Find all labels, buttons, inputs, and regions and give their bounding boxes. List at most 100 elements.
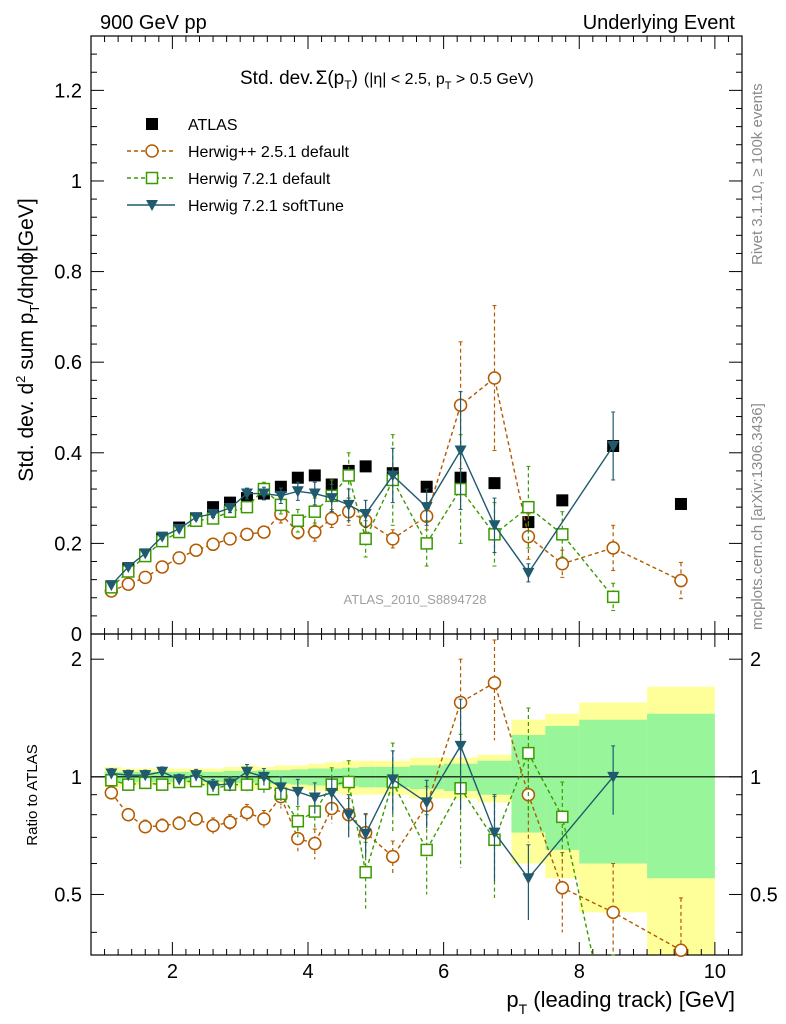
data-point-main — [207, 508, 220, 520]
ratio-stat-band — [647, 713, 715, 879]
data-point-main — [138, 570, 152, 585]
x-tick-label: 8 — [574, 961, 585, 983]
data-point-main — [359, 532, 372, 546]
data-point-ratio — [325, 787, 338, 799]
data-point-ratio — [189, 812, 203, 826]
data-point-main — [454, 445, 467, 457]
data-point-main — [522, 567, 535, 579]
y-tick-label-ratio: 1 — [71, 767, 82, 789]
data-point-main — [207, 501, 220, 514]
legend-label: Herwig 7.2.1 default — [188, 171, 331, 188]
data-point-ratio — [257, 812, 271, 826]
y-tick-label-main: 1.2 — [54, 80, 82, 102]
data-point-ratio — [240, 805, 254, 820]
data-point-ratio — [487, 676, 502, 690]
y-tick-label-main: 1 — [71, 171, 82, 193]
series-line-main — [110, 445, 614, 586]
title-sigma-close: ) — [352, 68, 358, 89]
data-point-ratio — [223, 815, 237, 830]
data-point-ratio — [156, 766, 169, 778]
data-point-ratio — [454, 740, 467, 752]
data-point-main — [487, 371, 502, 385]
data-point-ratio — [172, 816, 186, 831]
legend-marker — [145, 171, 159, 185]
y-tick-label-ratio: 2 — [71, 649, 82, 671]
title-cut-sub: T — [445, 80, 452, 92]
data-point-main — [274, 480, 287, 493]
data-point-main — [172, 551, 186, 565]
chart-title: Std. dev. Σ(pT) (|η| < 2.5, pT > 0.5 GeV) — [240, 68, 534, 92]
data-point-main — [240, 488, 253, 500]
data-point-main — [206, 537, 220, 552]
data-point-main — [189, 543, 203, 557]
data-point-main — [325, 493, 338, 505]
data-point-main — [342, 499, 355, 511]
data-point-main — [386, 470, 399, 482]
data-point-ratio — [386, 774, 399, 786]
legend-label: Herwig 7.2.1 softTune — [188, 198, 344, 215]
mcplots-label: mcplots.cern.ch [arXiv:1306.3436] — [749, 403, 766, 630]
x-tick-label: 2 — [167, 961, 178, 983]
data-point-main — [291, 486, 304, 498]
data-point-ratio — [155, 818, 169, 833]
data-point-ratio — [173, 774, 186, 786]
x-tick-label: 4 — [302, 961, 313, 983]
data-point-main — [224, 503, 237, 515]
y-tick-label-ratio-right: 2 — [750, 649, 761, 671]
legend-marker — [146, 200, 158, 211]
y-tick-label-ratio: 0.5 — [54, 884, 82, 906]
x-tick-label: 10 — [704, 961, 726, 983]
ylabel-part3: /dηdϕ[GeV] — [15, 198, 38, 304]
data-point-ratio — [342, 809, 355, 821]
axis-ticks: 2 4 6 8 10 0 0.2 0.4 0.6 0.8 1 1.2 0.5 0.5 1 1 2 2 — [54, 35, 778, 983]
data-point-ratio — [206, 818, 220, 833]
ratio-stat-band — [545, 725, 580, 850]
xlabel-part1: p — [506, 987, 518, 1012]
data-point-ratio — [522, 746, 535, 760]
legend-label: Herwig++ 2.5.1 default — [188, 144, 350, 161]
data-point-ratio — [274, 782, 287, 794]
xlabel-part2: (leading track) [GeV] — [527, 987, 735, 1012]
data-point-main — [555, 557, 570, 571]
data-point-ratio — [308, 792, 321, 804]
data-point-ratio — [386, 849, 400, 864]
data-point-main — [257, 488, 270, 500]
data-point-ratio — [240, 766, 253, 778]
data-point-main — [607, 440, 620, 452]
ratio-stat-band — [477, 760, 512, 795]
data-point-main — [308, 488, 321, 500]
data-point-ratio — [121, 807, 136, 822]
data-point-main — [190, 512, 203, 524]
data-point-ratio — [291, 786, 304, 798]
data-point-ratio — [522, 873, 535, 885]
ratio-series-3 — [105, 698, 620, 921]
data-point-main — [556, 528, 569, 541]
data-point-ratio — [607, 771, 620, 783]
y-tick-label-main: 0 — [71, 624, 82, 646]
title-cut-open: (|η| < 2.5, p — [364, 71, 445, 88]
data-point-ratio — [139, 770, 152, 782]
ylabel-sub: T — [27, 305, 42, 313]
data-point-main — [274, 490, 287, 502]
title-cut-close: > 0.5 GeV) — [451, 71, 533, 88]
data-point-main — [488, 520, 501, 532]
data-point-main — [139, 548, 152, 560]
data-point-main — [342, 469, 355, 482]
legend: ATLAS Herwig++ 2.5.1 default Herwig 7.2.1 … — [127, 117, 350, 215]
data-point-ratio — [420, 843, 433, 857]
y-tick-label-main: 0.8 — [54, 262, 82, 284]
data-point-ratio — [674, 943, 688, 957]
data-point-ratio — [555, 881, 570, 895]
header-left: 900 GeV pp — [100, 12, 207, 34]
legend-label: ATLAS — [188, 117, 238, 134]
watermark: ATLAS_2010_S8894728 — [344, 592, 487, 607]
title-sigma-sub: T — [344, 78, 352, 92]
data-point-main — [674, 573, 688, 588]
data-point-main — [606, 541, 620, 555]
data-point-main — [105, 580, 118, 592]
data-point-ratio — [488, 827, 501, 839]
data-point-ratio — [359, 828, 372, 840]
y-tick-label-ratio-right: 0.5 — [750, 884, 778, 906]
data-point-main — [488, 477, 501, 490]
data-point-ratio — [291, 831, 305, 846]
